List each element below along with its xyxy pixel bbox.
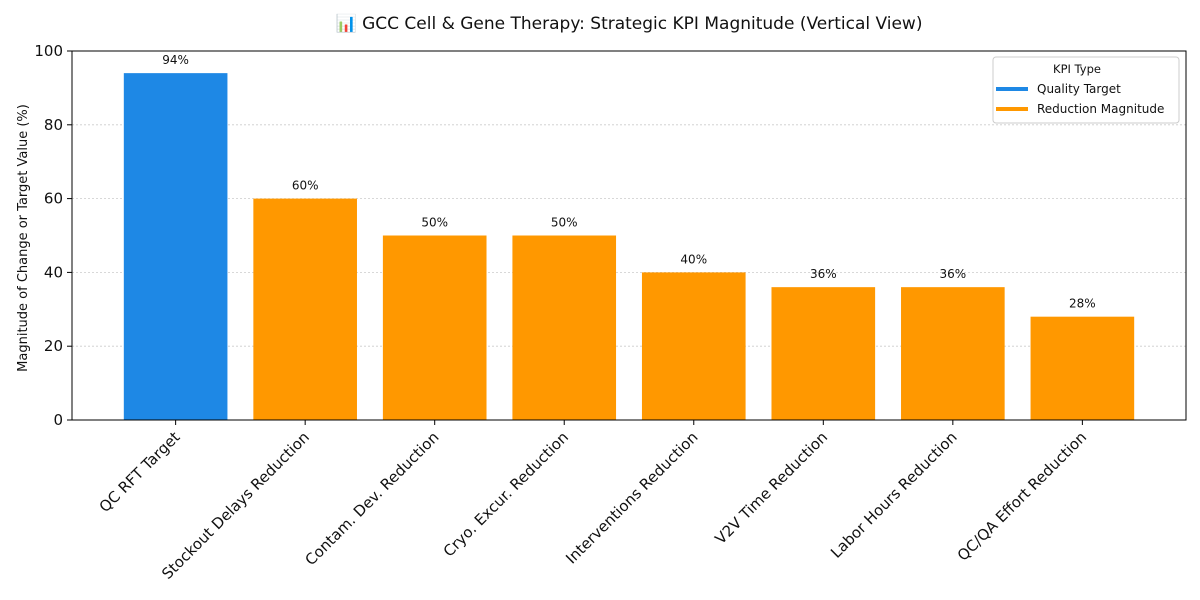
- legend-entry-label: Quality Target: [1037, 82, 1121, 96]
- data-label: 94%: [162, 53, 189, 67]
- x-tick-label: Cryo. Excur. Reduction: [440, 428, 572, 560]
- x-tick-label: QC/QA Effort Reduction: [954, 428, 1090, 564]
- bar: [771, 287, 876, 420]
- legend: KPI Type Quality Target Reduction Magnitud…: [992, 56, 1180, 124]
- x-tick-label: V2V Time Reduction: [711, 428, 831, 548]
- bar: [253, 198, 357, 420]
- data-label: 36%: [940, 267, 967, 281]
- data-label: 40%: [680, 252, 707, 266]
- legend-box: [992, 56, 1180, 124]
- plot-frame: [71, 50, 1187, 421]
- bar: [123, 73, 228, 420]
- y-tick-label: 80: [44, 116, 63, 134]
- data-label: 50%: [421, 216, 448, 230]
- y-tick-label: 100: [34, 42, 63, 60]
- chart-title: 📊 GCC Cell & Gene Therapy: Strategic KPI…: [336, 13, 923, 34]
- gridlines: [72, 124, 1186, 347]
- bar: [382, 235, 487, 420]
- legend-entry-label: Reduction Magnitude: [1037, 102, 1164, 116]
- data-labels: 94% 60% 50% 50% 40% 36% 36% 28%: [162, 53, 1095, 311]
- x-tick-label: Contam. Dev. Reduction: [302, 428, 443, 569]
- y-tick-label: 20: [44, 337, 63, 355]
- data-label: 50%: [551, 216, 578, 230]
- bar: [1030, 316, 1135, 420]
- bar: [901, 287, 1005, 420]
- bar: [641, 272, 746, 420]
- data-label: 28%: [1069, 297, 1096, 311]
- bars: [123, 73, 1135, 420]
- y-axis-label: Magnitude of Change or Target Value (%): [16, 104, 31, 372]
- data-label: 60%: [292, 179, 319, 193]
- x-tick-label: Stockout Delays Reduction: [158, 428, 313, 583]
- bar: [512, 235, 617, 420]
- data-label: 36%: [810, 267, 837, 281]
- y-tick-label: 0: [53, 411, 63, 429]
- x-tick-label: QC RFT Target: [96, 428, 184, 516]
- x-tick-label: Interventions Reduction: [562, 428, 701, 567]
- x-tick-label: Labor Hours Reduction: [827, 428, 961, 562]
- y-tick-label: 40: [44, 263, 63, 281]
- y-tick-label: 60: [44, 190, 63, 208]
- legend-title: KPI Type: [1053, 62, 1101, 76]
